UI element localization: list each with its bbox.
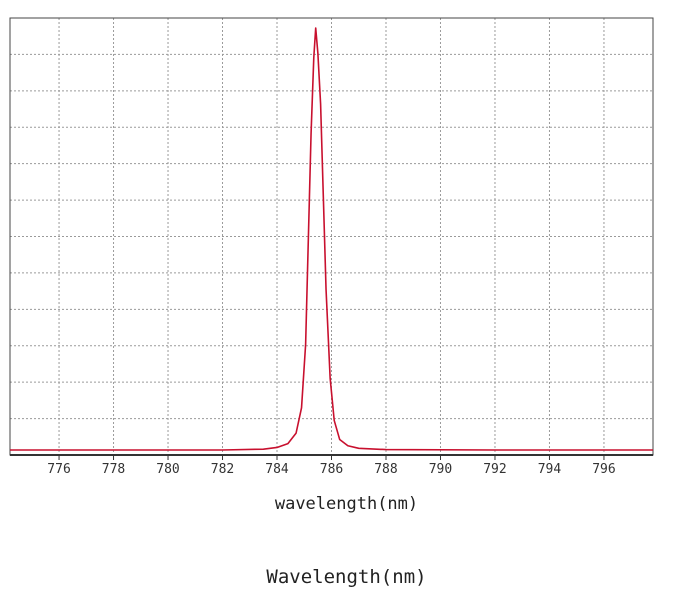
figure-caption: Wavelength(nm) [266, 566, 427, 588]
x-tick-label: 788 [374, 462, 397, 477]
x-tick-label: 792 [483, 462, 506, 477]
series-line [10, 27, 653, 451]
x-tick-label: 782 [211, 462, 234, 477]
x-tick-label: 796 [592, 462, 615, 477]
x-axis-label: wavelength(nm) [274, 494, 419, 514]
x-ticks: 776 778 780 782 784 786 788 790 792 794 796 [47, 455, 616, 477]
x-tick-label: 790 [429, 462, 452, 477]
x-tick-label: 786 [320, 462, 343, 477]
x-tick-label: 780 [156, 462, 179, 477]
x-tick-label: 784 [265, 462, 289, 477]
grid [10, 18, 653, 455]
x-tick-label: 778 [102, 462, 125, 477]
x-tick-label: 794 [538, 462, 562, 477]
x-tick-label: 776 [47, 462, 70, 477]
series-layer [10, 27, 653, 451]
